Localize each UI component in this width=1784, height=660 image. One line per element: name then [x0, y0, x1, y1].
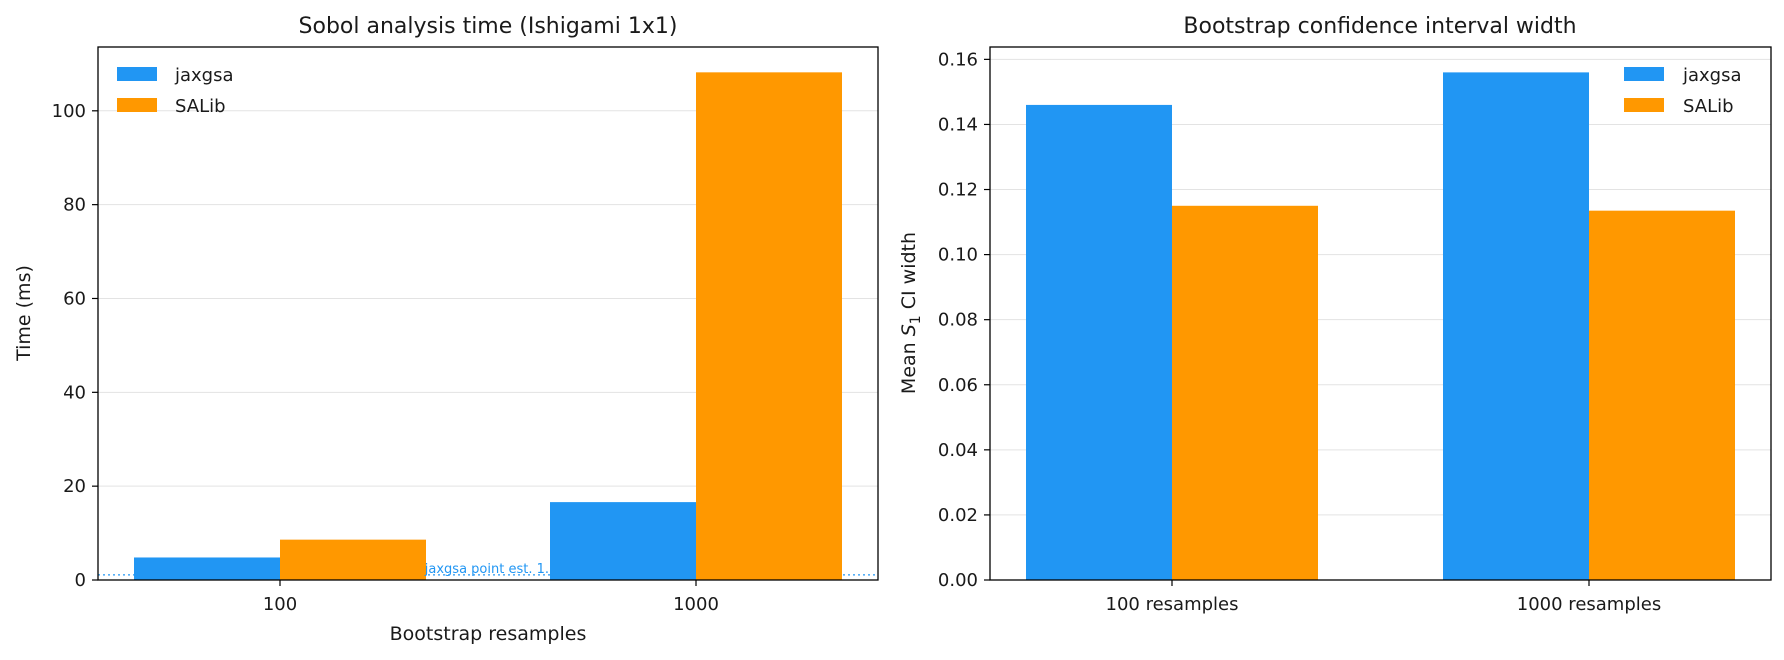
legend-swatch-jaxgsa	[1624, 67, 1664, 81]
y-axis-label-prefix: Mean	[898, 336, 920, 394]
y-tick-label: 0	[75, 570, 86, 591]
reference-line-label: jaxgsa point est. 1.	[424, 562, 549, 577]
y-axis-ticks: 0 20 40 60 80 100	[52, 101, 98, 591]
bar-salib-1	[1172, 205, 1318, 581]
legend-label-salib: SALib	[175, 96, 226, 117]
legend-item-jaxgsa: jaxgsa	[117, 65, 234, 86]
y-axis-label: Time (ms)	[13, 265, 35, 362]
bar-salib-2	[696, 72, 842, 580]
chart-sobol-time-bars	[134, 72, 842, 580]
x-tick-label: 1000	[673, 594, 719, 615]
plot-frame	[97, 46, 879, 581]
chart-title: Bootstrap confidence interval width	[1183, 14, 1576, 39]
x-axis-ticks: 100 resamples 1000 resamples	[1106, 580, 1661, 615]
legend-label-salib: SALib	[1683, 96, 1734, 117]
y-axis-label-symbol: S	[898, 324, 920, 336]
legend-swatch-salib	[1624, 98, 1664, 112]
y-tick-label: 40	[63, 382, 86, 403]
legend: jaxgsa SALib	[117, 65, 234, 117]
legend-item-jaxgsa: jaxgsa	[1624, 65, 1742, 86]
chart-title: Sobol analysis time (Ishigami 1x1)	[299, 14, 678, 39]
y-tick-label: 0.10	[938, 245, 978, 266]
y-tick-label: 0.14	[938, 114, 978, 135]
bar-jaxgsa-1	[1026, 104, 1172, 581]
y-tick-label: 0.06	[938, 375, 978, 396]
x-tick-label: 100	[263, 594, 297, 615]
y-tick-label: 0.16	[938, 49, 978, 70]
bar-jaxgsa-2	[1443, 72, 1589, 580]
y-tick-label: 0.04	[938, 440, 978, 461]
legend-swatch-salib	[117, 98, 157, 112]
y-axis-label: Mean S1 CI width	[898, 232, 924, 394]
y-tick-label: 20	[63, 476, 86, 497]
x-axis-ticks: 100 1000	[263, 580, 719, 615]
x-axis-label: Bootstrap resamples	[390, 623, 587, 645]
x-tick-label: 100 resamples	[1106, 594, 1239, 615]
bar-salib-1	[280, 539, 426, 580]
legend-label-jaxgsa: jaxgsa	[1682, 65, 1742, 86]
chart-ci-width-bars	[1026, 72, 1735, 581]
legend: jaxgsa SALib	[1624, 65, 1742, 117]
y-tick-label: 60	[63, 288, 86, 309]
legend-item-salib: SALib	[117, 96, 226, 117]
y-axis-ticks: 0.00 0.02 0.04 0.06 0.08 0.10 0.12 0.14 0.16	[938, 49, 990, 591]
bar-jaxgsa-2	[550, 502, 696, 580]
bar-jaxgsa-1	[134, 557, 280, 580]
legend-label-jaxgsa: jaxgsa	[174, 65, 234, 86]
plot-frame	[989, 46, 1772, 581]
y-tick-label: 0.08	[938, 310, 978, 331]
y-tick-label: 0.12	[938, 180, 978, 201]
y-tick-label: 80	[63, 195, 86, 216]
y-tick-label: 100	[52, 101, 86, 122]
legend-swatch-jaxgsa	[117, 67, 157, 81]
legend-item-salib: SALib	[1624, 96, 1734, 117]
y-axis-label-subscript: 1	[908, 315, 924, 324]
bar-salib-2	[1589, 210, 1735, 580]
y-tick-label: 0.02	[938, 505, 978, 526]
x-tick-label: 1000 resamples	[1517, 594, 1661, 615]
y-axis-label-suffix: CI width	[898, 232, 920, 315]
y-tick-label: 0.00	[938, 570, 978, 591]
chart-ci-width: 0.00 0.02 0.04 0.06 0.08 0.10 0.12 0.14 0.16 100…	[898, 14, 1772, 615]
